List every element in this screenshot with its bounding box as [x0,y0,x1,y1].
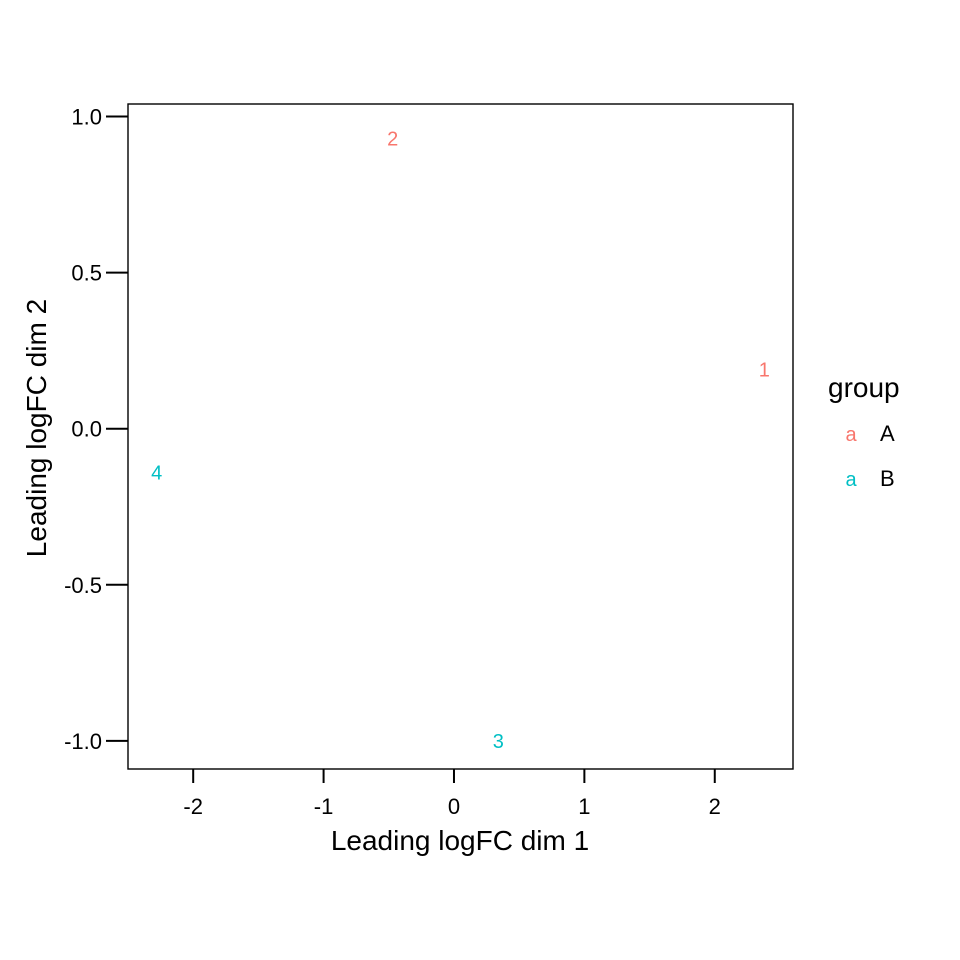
x-axis: -2 -1 0 1 2 [183,769,721,819]
legend-title: group [828,372,900,403]
plot-panel-border [127,103,794,770]
point-label: 2 [387,128,398,150]
x-tick-label: -1 [314,794,334,819]
point-label: 4 [151,462,162,484]
legend-entry-label: A [880,421,895,446]
legend: group a Aa B [828,372,900,491]
y-axis-title: Leading logFC dim 2 [21,299,52,557]
y-tick-label: 0.5 [71,261,102,286]
y-tick-label: -1.0 [64,729,102,754]
legend-key-glyph: a [845,424,857,446]
point-label: 3 [493,731,504,753]
x-tick-label: -2 [183,794,203,819]
legend-entries: a Aa B [845,421,895,491]
x-axis-title: Leading logFC dim 1 [331,825,589,856]
legend-key-glyph: a [845,469,857,491]
x-tick-label: 1 [578,794,590,819]
x-tick-label: 2 [709,794,721,819]
legend-entry-label: B [880,466,895,491]
x-tick-label: 0 [448,794,460,819]
y-tick-label: 0.0 [71,417,102,442]
point-label: 1 [759,359,770,381]
y-tick-label: 1.0 [71,104,102,129]
y-tick-label: -0.5 [64,573,102,598]
y-axis: -1.0 -0.5 0.0 0.5 1.0 [64,104,128,754]
data-labels: 1 2 3 4 [151,128,770,753]
